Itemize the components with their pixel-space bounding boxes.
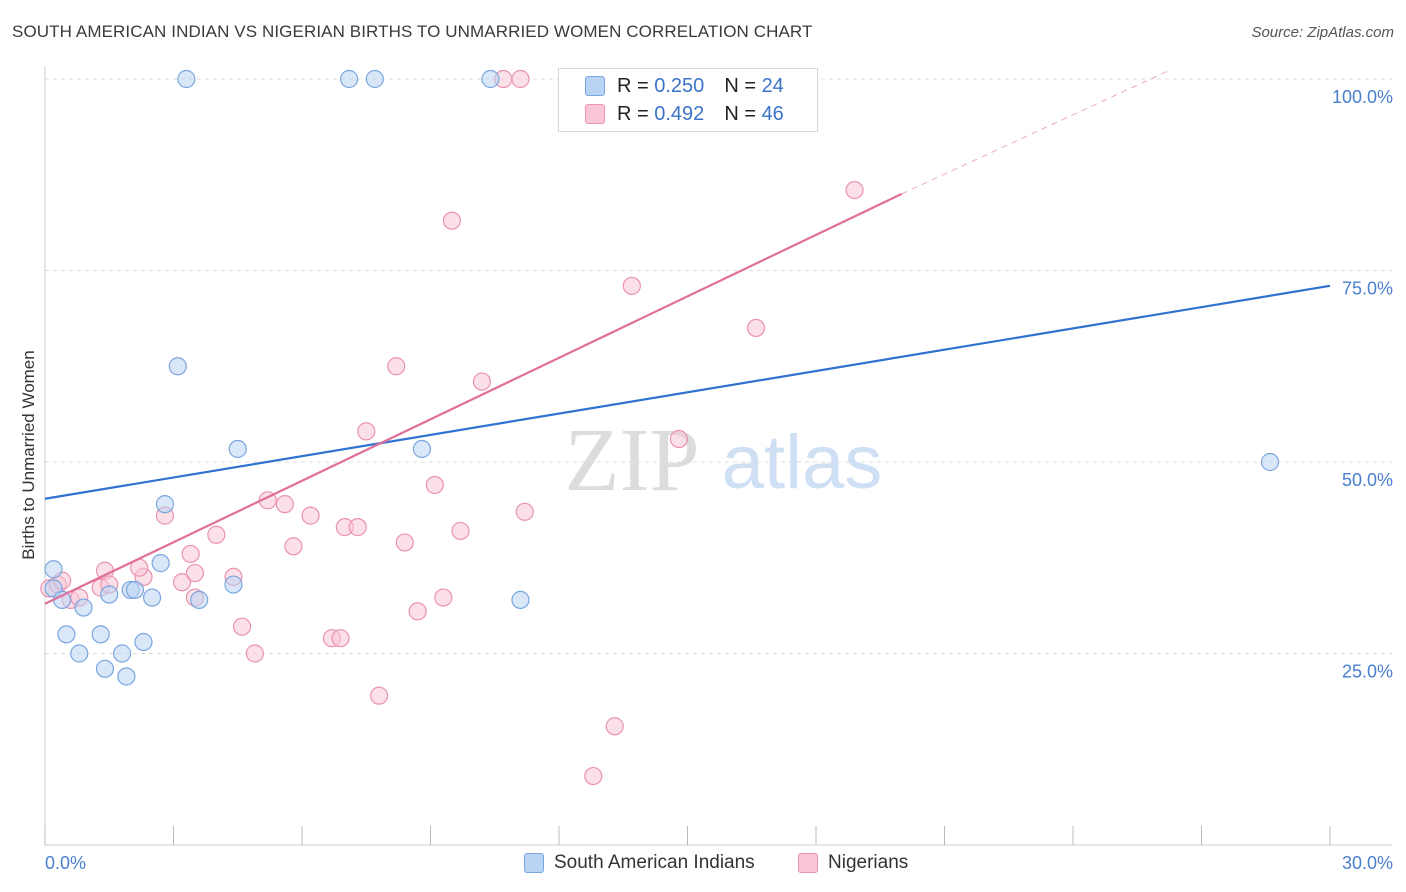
nigerian-point (370, 686, 389, 705)
legend-swatch-pink (585, 104, 605, 124)
nigerian-point (442, 211, 462, 230)
south-american-indian-point (481, 69, 500, 89)
south-american-indian-point (91, 625, 110, 644)
tick-labels: 25.0% 50.0% 75.0% 100.0% 0.0% 30.0% (45, 87, 1393, 873)
nigerian-point (622, 276, 641, 295)
y-tick-label: 75.0% (1342, 279, 1393, 299)
watermark-atlas: atlas (722, 420, 883, 505)
south-american-indian-point (1260, 452, 1280, 472)
series-legend: South American Indians Nigerians (0, 852, 1406, 878)
south-american-indian-point (190, 590, 209, 609)
south-american-indian-point (95, 659, 115, 678)
south-american-indian-trendline (44, 284, 1331, 500)
nigerian-trendline-extension (901, 70, 1168, 195)
south-american-indian-point (44, 560, 63, 579)
series-legend-label: Nigerians (828, 852, 909, 873)
south-american-indian-point (151, 554, 170, 573)
series-swatch-blue (524, 853, 544, 873)
south-american-indian-point (224, 575, 243, 594)
legend-n-value: 46 (761, 102, 784, 125)
nigerian-point (425, 475, 444, 495)
watermark-zip: ZIP (565, 411, 700, 510)
nigerian-point (284, 537, 303, 556)
south-american-indian-point (365, 69, 384, 89)
south-american-indian-point (511, 590, 530, 609)
legend-r-label: R = (617, 74, 649, 97)
nigerian-point (845, 180, 864, 200)
nigerian-point (451, 521, 470, 541)
south-american-indian-point (155, 495, 175, 514)
south-american-indian-point (100, 585, 119, 604)
nigerian-point (746, 318, 766, 338)
nigerian-point (669, 429, 689, 449)
nigerian-point (605, 717, 624, 736)
south-american-indian-point (168, 357, 187, 376)
nigerian-point (301, 506, 320, 525)
nigerian-point (357, 422, 376, 441)
south-american-indian-point (57, 625, 76, 644)
south-american-indian-point (117, 667, 136, 686)
nigerian-point (348, 518, 367, 537)
legend-r-label: R = (617, 102, 649, 125)
x-tick-label: 30.0% (1342, 853, 1393, 873)
nigerian-point (207, 525, 226, 544)
series-legend-label: South American Indians (554, 852, 755, 873)
nigerian-point (395, 533, 414, 552)
nigerian-point (275, 495, 294, 514)
nigerian-point (408, 602, 427, 621)
series-legend-item-nigerians: Nigerians (798, 852, 908, 874)
x-tick-label: 0.0% (45, 853, 86, 873)
y-tick-label: 50.0% (1342, 470, 1393, 490)
legend-row-south-american-indians: R = 0.250 N = 24 (585, 73, 784, 99)
axes (44, 66, 1392, 846)
legend-n-label: N = (724, 102, 756, 125)
chart-source: Source: ZipAtlas.com (1251, 24, 1394, 41)
y-tick-label: 100.0% (1332, 87, 1393, 107)
y-tick-label: 25.0% (1342, 662, 1393, 682)
nigerian-point (181, 544, 200, 564)
legend-row-nigerians: R = 0.492 N = 46 (585, 101, 784, 127)
series-swatch-pink (798, 853, 818, 873)
y-axis-label: Births to Unmarried Women (19, 350, 38, 559)
south-american-indian-point (134, 632, 153, 652)
south-american-indian-point (228, 439, 247, 459)
nigerian-point (232, 617, 252, 636)
gridlines (45, 78, 1392, 654)
nigerian-point (185, 563, 205, 583)
data-points (40, 69, 1280, 786)
legend-n-value: 24 (761, 74, 784, 97)
legend-n-label: N = (724, 74, 756, 97)
south-american-indian-point (112, 644, 132, 663)
nigerian-point (387, 357, 406, 376)
nigerian-trendline (44, 192, 903, 605)
south-american-indian-point (70, 644, 89, 663)
legend-r-value: 0.492 (654, 102, 705, 125)
south-american-indian-point (125, 580, 145, 600)
correlation-legend: R = 0.250 N = 24 R = 0.492 N = 46 (558, 68, 818, 132)
nigerian-point (511, 69, 530, 89)
south-american-indian-point (53, 590, 72, 609)
chart-title: SOUTH AMERICAN INDIAN VS NIGERIAN BIRTHS… (12, 22, 813, 41)
nigerian-point (245, 644, 264, 663)
nigerian-point (172, 573, 192, 592)
south-american-indian-point (142, 588, 162, 607)
nigerian-point (434, 588, 453, 607)
legend-swatch-blue (585, 76, 605, 96)
nigerian-point (515, 502, 534, 521)
south-american-indian-point (340, 69, 359, 89)
series-legend-item-south-american-indians: South American Indians (524, 852, 755, 874)
nigerian-point (472, 372, 491, 391)
legend-r-value: 0.250 (654, 74, 705, 97)
nigerian-point (584, 766, 603, 786)
south-american-indian-point (74, 598, 93, 617)
south-american-indian-point (412, 439, 432, 459)
trend-lines (44, 70, 1331, 605)
nigerian-point (331, 629, 350, 648)
south-american-indian-point (177, 69, 196, 89)
